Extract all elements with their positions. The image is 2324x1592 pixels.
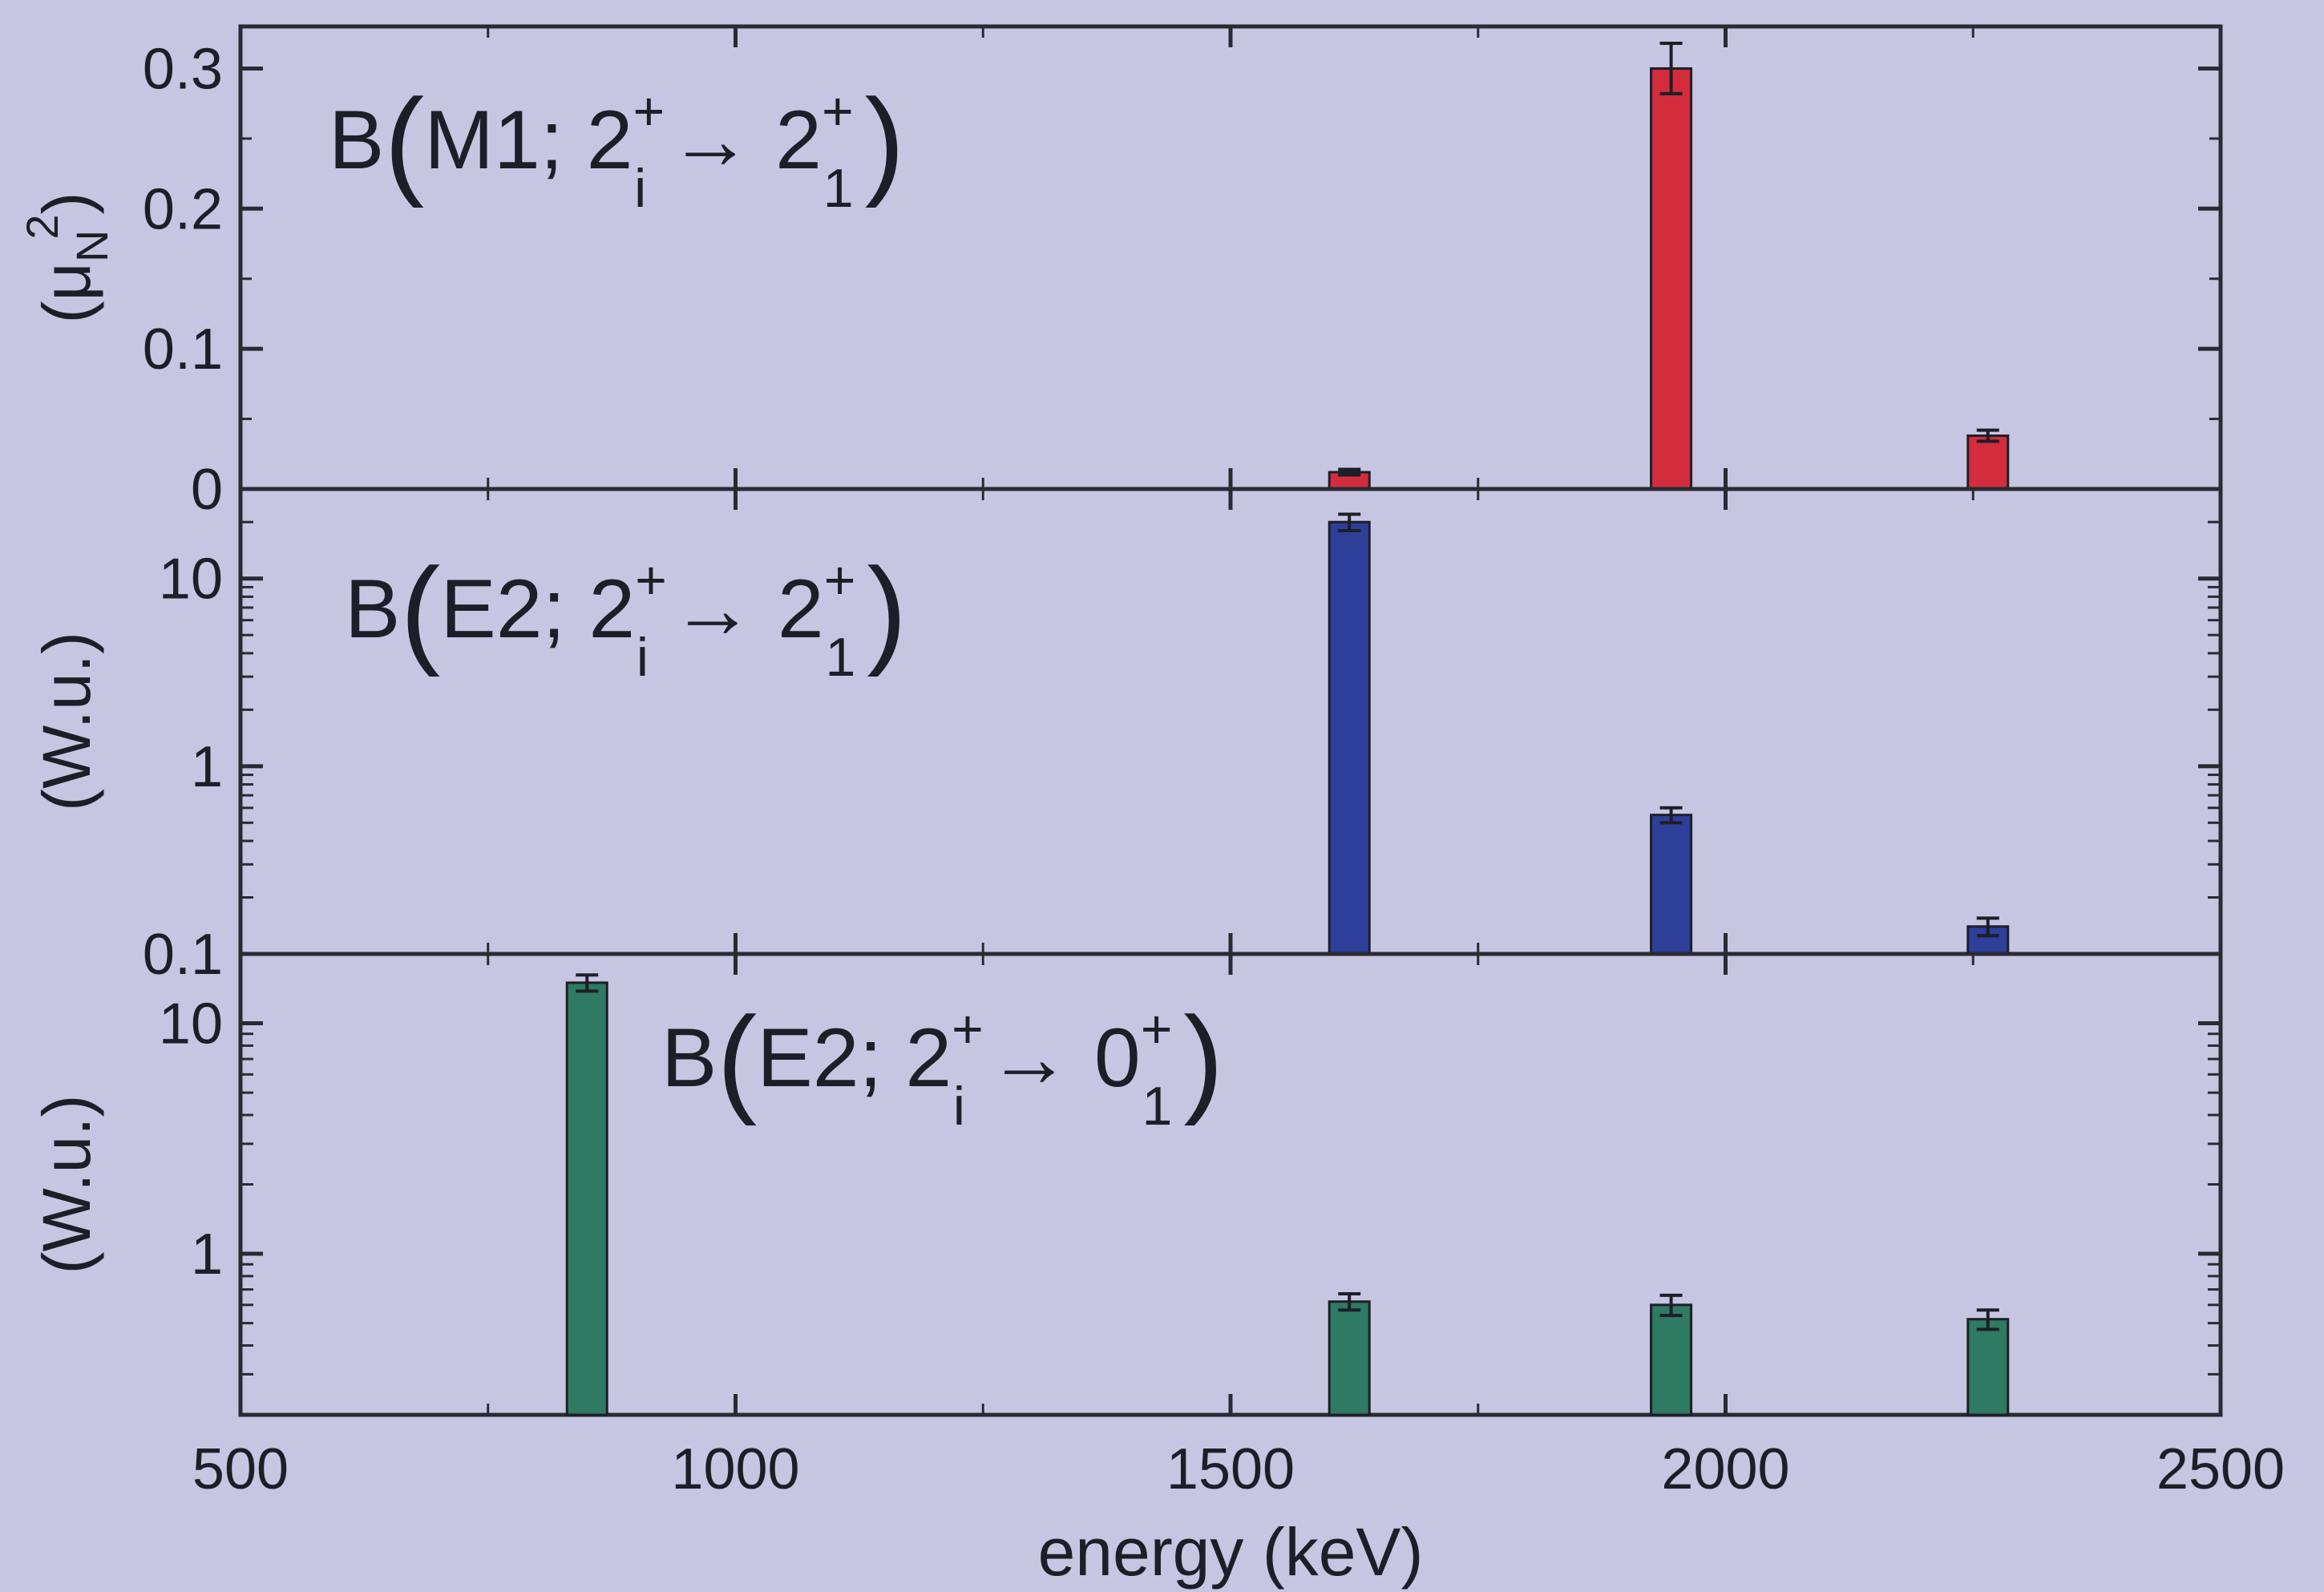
label-sub: i xyxy=(953,1076,965,1137)
bar xyxy=(1328,1300,1371,1416)
y-axis-title: (W.u.) xyxy=(29,632,104,811)
panel-label: B(E2; 2+ i→ 2+ 1) xyxy=(345,543,907,688)
label-arrow: → 2 xyxy=(671,563,824,656)
bar xyxy=(1328,520,1371,956)
label-close-paren: ) xyxy=(1183,992,1223,1126)
label-close-paren: ) xyxy=(867,543,907,677)
label-sub: i xyxy=(634,158,646,219)
label-close-paren: ) xyxy=(865,74,905,208)
y-title-main: (μ xyxy=(29,262,104,323)
y-tick-label: 1 xyxy=(191,1222,223,1287)
bar xyxy=(1966,434,2010,491)
label-open-paren: ( xyxy=(384,74,424,208)
label-b: B xyxy=(661,1012,717,1105)
label-open-paren: ( xyxy=(400,543,440,677)
y-tick-label: 0.1 xyxy=(143,923,223,987)
label-sup: + xyxy=(952,999,984,1060)
label-mult: E2; 2 xyxy=(757,1012,952,1105)
y-tick-label: 1 xyxy=(191,735,223,799)
bar xyxy=(1650,67,1693,491)
panel-bottom: 110 B(E2; 2+ i→ 0+ 1)(W.u.) xyxy=(29,952,2223,1417)
y-tick-label: 0.2 xyxy=(143,177,223,241)
label-sub: 1 xyxy=(823,158,854,219)
panel-top: 00.10.20.3B(M1; 2+ i→ 2+ 1)(μN2) xyxy=(17,24,2223,522)
y-tick-label: 0.1 xyxy=(143,317,223,382)
label-sub: i xyxy=(637,627,649,688)
x-tick-label: 1500 xyxy=(1166,1437,1295,1501)
y-axis-title: (W.u.) xyxy=(29,1095,104,1275)
y-axis-title: (μN2) xyxy=(17,192,117,324)
plot-frame xyxy=(238,487,2223,956)
plot-frame xyxy=(238,952,2223,1417)
label-sup: + xyxy=(633,81,665,142)
bar xyxy=(1650,1303,1693,1416)
panel-label: B(M1; 2+ i→ 2+ 1) xyxy=(329,74,905,219)
y-tick-label: 10 xyxy=(159,548,223,612)
label-b: B xyxy=(345,563,400,656)
label-sup: + xyxy=(822,81,854,142)
label-sup: + xyxy=(824,550,856,611)
y-title-sub: N xyxy=(67,230,117,262)
label-sub: 1 xyxy=(1142,1076,1172,1137)
bar xyxy=(1966,1318,2010,1416)
x-tick-label: 2000 xyxy=(1661,1437,1789,1501)
y-tick-label: 10 xyxy=(159,992,223,1057)
label-arrow: → 0 xyxy=(988,1012,1141,1105)
y-tick-label: 0 xyxy=(191,458,223,522)
label-b: B xyxy=(329,94,384,187)
x-axis-title: energy (keV) xyxy=(1038,1514,1424,1590)
x-tick-label: 2500 xyxy=(2156,1437,2285,1501)
label-sup: + xyxy=(635,550,667,611)
bar xyxy=(565,981,608,1416)
panel-label: B(E2; 2+ i→ 0+ 1) xyxy=(661,992,1223,1137)
label-arrow: → 2 xyxy=(669,94,822,187)
bar xyxy=(1650,814,1693,956)
label-mult: E2; 2 xyxy=(440,563,635,656)
label-sup: + xyxy=(1141,999,1173,1060)
y-title-sup: 2 xyxy=(17,215,67,240)
label-open-paren: ( xyxy=(717,992,757,1126)
label-mult: M1; 2 xyxy=(424,94,633,187)
x-tick-label: 1000 xyxy=(671,1437,799,1501)
y-title-close: ) xyxy=(29,192,104,215)
y-tick-label: 0.3 xyxy=(143,37,223,101)
x-tick-label: 500 xyxy=(192,1437,289,1501)
label-sub: 1 xyxy=(825,627,855,688)
